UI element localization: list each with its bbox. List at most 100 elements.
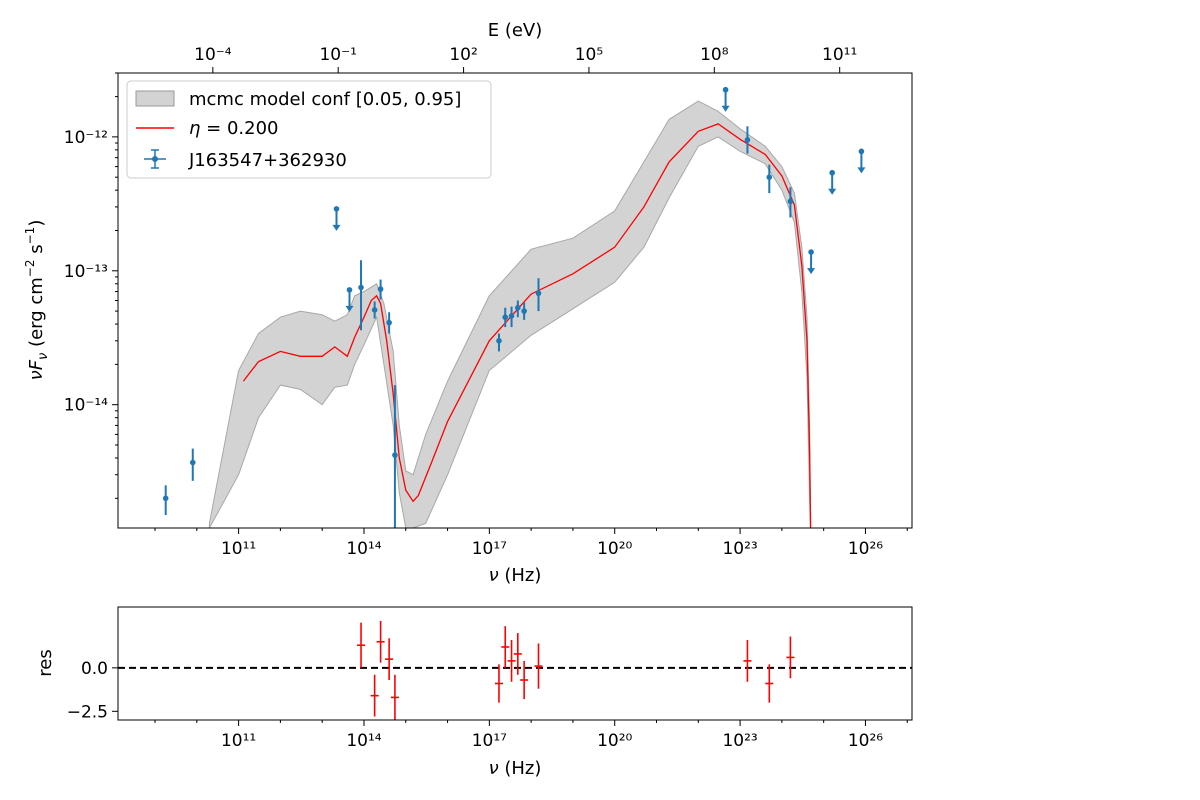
data-point-marker (502, 314, 509, 321)
upper-limit (721, 86, 730, 112)
residual-x-tick-label: 10¹¹ (221, 731, 256, 751)
upper-limit (857, 148, 866, 174)
residual-point (494, 664, 503, 703)
x-tick-label: 10²⁶ (848, 539, 883, 559)
upper-limit-marker (858, 148, 865, 155)
residual-y-tick-label: 0.0 (81, 659, 108, 679)
residual-point (743, 640, 752, 682)
top-tick-label: 10⁻¹ (319, 45, 356, 65)
top-tick-label: 10⁸ (700, 45, 729, 65)
data-point-marker (766, 174, 773, 180)
upper-limit-arrow (828, 188, 837, 195)
chart-legend: mcmc model conf [0.05, 0.95] η = 0.200 J… (126, 80, 492, 179)
x-tick-label: 10²³ (722, 539, 757, 559)
residual-x-tick-label: 10²⁰ (597, 731, 632, 751)
y-tick-label: 10⁻¹² (64, 128, 108, 148)
residual-x-tick-label: 10¹⁷ (472, 731, 507, 751)
residual-point (765, 664, 774, 703)
upper-limit-marker (346, 287, 353, 293)
legend-source-label: J163547+362930 (188, 150, 347, 171)
data-point (521, 302, 527, 320)
upper-limit-marker (808, 249, 814, 255)
data-point-marker (535, 290, 542, 297)
top-axis-label: E (eV) (488, 20, 543, 41)
data-point (766, 164, 773, 194)
residuals-plot-panel: 10¹¹ 10¹⁴ 10¹⁷ 10²⁰ 10²³ 10²⁶ −2.5 0.0 ν (Hz) r… (35, 606, 913, 779)
sed-plot-panel: 10¹¹ 10¹⁴ 10¹⁷ 10²⁰ 10²³ 10²⁶ 10⁻⁴ 10⁻¹ 10² 10⁵ 10… (23, 20, 913, 586)
residuals-plot-frame (117, 606, 913, 721)
main-y-axis-label: νFν (erg cm−2 s−1) (23, 220, 51, 381)
data-point-marker (496, 338, 502, 344)
residual-point (786, 636, 795, 679)
y-tick-label: 10⁻¹³ (64, 262, 108, 282)
data-point-marker (392, 452, 398, 458)
upper-limit (345, 287, 354, 312)
data-point-marker (508, 313, 515, 319)
data-point (744, 126, 751, 154)
residual-point (390, 674, 399, 720)
data-point-marker (521, 308, 527, 314)
data-point (535, 278, 542, 312)
x-tick-label: 10¹⁴ (346, 539, 381, 559)
data-point (189, 448, 196, 481)
upper-limit-arrow (721, 105, 730, 112)
residual-point (385, 638, 394, 681)
upper-limit-marker (333, 206, 340, 212)
residual-point (507, 640, 516, 682)
upper-limit-marker (829, 169, 835, 176)
legend-band-label: mcmc model conf [0.05, 0.95] (189, 89, 461, 110)
upper-limit-arrow (807, 268, 816, 275)
upper-limit (828, 169, 837, 195)
legend-errorbar-swatch (144, 149, 166, 169)
data-point (787, 187, 794, 218)
data-point (386, 312, 392, 334)
data-point (392, 385, 398, 528)
y-tick-label: 10⁻¹⁴ (64, 396, 108, 416)
data-point-marker (386, 319, 392, 326)
residual-point (513, 633, 522, 675)
data-point-marker (371, 307, 378, 313)
legend-band-swatch (135, 90, 175, 107)
data-point (508, 306, 515, 328)
data-point (502, 307, 509, 328)
top-tick-label: 10² (449, 45, 477, 65)
model-line (242, 123, 812, 528)
residual-y-tick-label: −2.5 (67, 702, 108, 722)
residual-x-tick-label: 10²³ (722, 731, 757, 751)
main-x-axis-label: ν (Hz) (489, 565, 542, 586)
upper-limit-arrow (332, 224, 341, 231)
residuals-y-axis-label: res (35, 649, 56, 676)
upper-limit-marker (722, 86, 729, 93)
residual-point (534, 643, 543, 689)
data-point (371, 301, 378, 319)
data-point-marker (377, 286, 384, 292)
residuals-x-axis-label: ν (Hz) (489, 758, 542, 779)
top-tick-label: 10⁻⁴ (194, 45, 232, 65)
data-point (515, 300, 521, 318)
x-tick-label: 10¹¹ (221, 539, 256, 559)
data-point-marker (787, 198, 794, 205)
data-point-marker (515, 304, 521, 311)
data-point-marker (358, 284, 364, 291)
data-point-marker (744, 137, 751, 143)
upper-limit (332, 206, 341, 231)
legend-frame (126, 80, 492, 179)
residual-point (370, 674, 379, 717)
x-tick-label: 10¹⁷ (472, 539, 507, 559)
top-tick-label: 10⁵ (575, 45, 603, 65)
x-tick-label: 10²⁰ (597, 539, 632, 559)
data-point (377, 279, 384, 300)
data-point-marker (189, 459, 196, 466)
data-point (358, 260, 364, 331)
data-point (496, 333, 502, 352)
upper-limit-arrow (345, 305, 354, 312)
data-point-marker (162, 495, 169, 502)
data-point (162, 485, 169, 516)
upper-limit-arrow (857, 167, 866, 174)
residual-point (520, 660, 529, 700)
residual-point (376, 620, 385, 663)
legend-model-label: η = 0.200 (189, 118, 278, 139)
residual-point (357, 622, 366, 668)
residual-x-tick-label: 10²⁶ (848, 731, 883, 751)
